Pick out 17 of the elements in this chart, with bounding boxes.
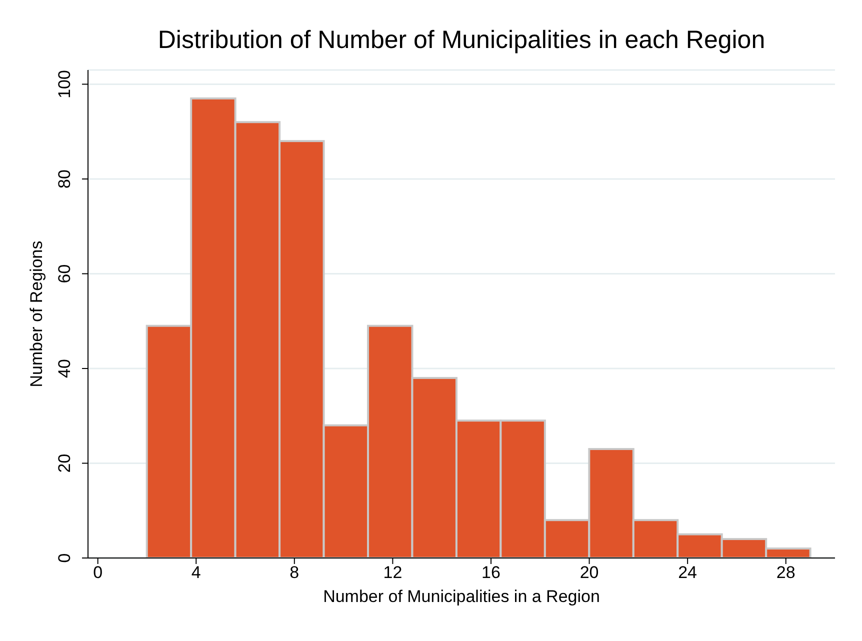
x-tick-label: 12 [383,563,402,582]
y-tick-label: 20 [55,454,74,473]
x-tick-label: 28 [776,563,796,582]
x-tick-label: 16 [482,563,500,582]
x-tick-label: 0 [93,563,103,582]
x-tick-label: 4 [191,563,201,582]
y-tick-label: 80 [55,170,74,188]
x-tick-label: 20 [580,563,599,582]
x-tick-label: 8 [290,563,300,582]
y-tick-label: 60 [55,264,74,284]
y-tick-label: 40 [55,359,74,378]
y-axis-title: Number of Regions [27,240,46,388]
x-axis-title: Number of Municipalities in a Region [323,587,600,606]
y-tick-label: 100 [55,70,74,98]
y-tick-label: 0 [55,553,74,563]
x-tick-label: 24 [678,563,698,582]
chart-title: Distribution of Number of Municipalities in each Region [158,26,766,54]
